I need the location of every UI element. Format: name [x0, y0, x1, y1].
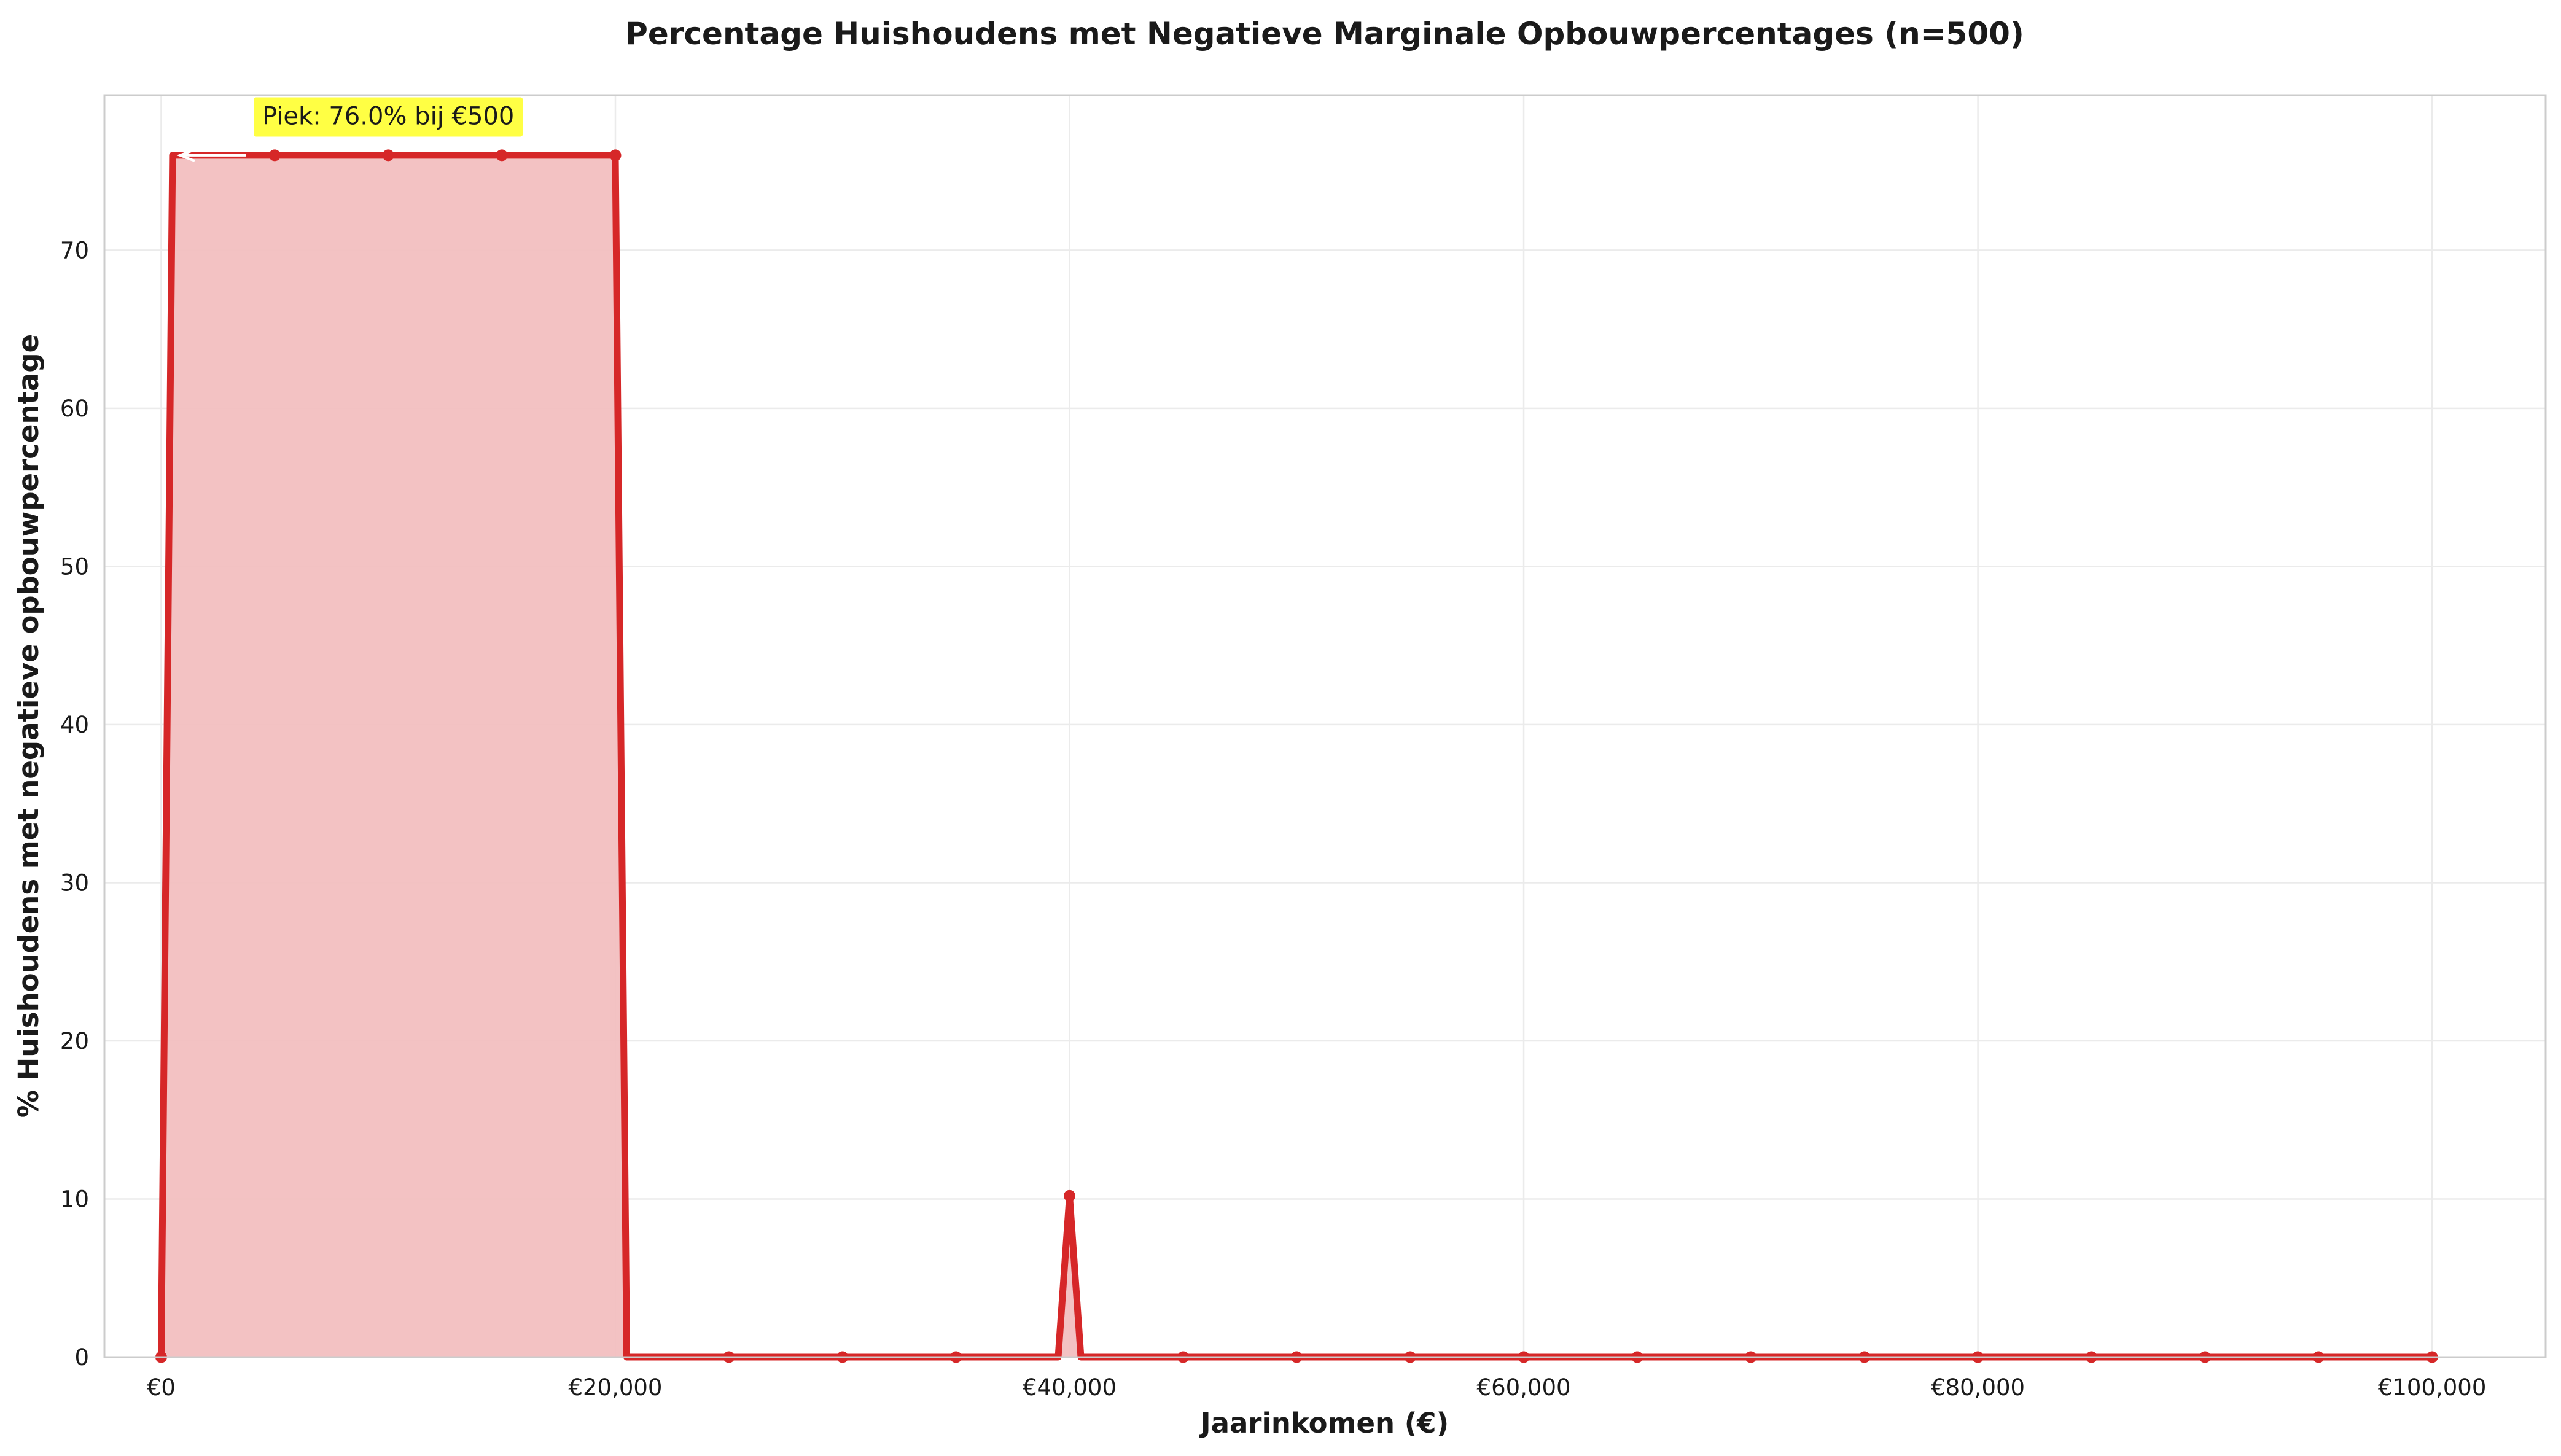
- y-tick-label: 70: [60, 237, 89, 263]
- chart-title: Percentage Huishoudens met Negatieve Mar…: [625, 16, 2024, 52]
- plot-frame: [103, 94, 2547, 1358]
- series-area: [161, 155, 2433, 1357]
- y-tick-label: 0: [74, 1344, 89, 1371]
- data-point: [1064, 1189, 1076, 1202]
- x-tick-label: €100,000: [2378, 1374, 2487, 1401]
- data-point: [268, 149, 281, 162]
- marker-layer: [155, 149, 2438, 1363]
- x-tick-label: €60,000: [1477, 1374, 1571, 1401]
- x-tick-label: €80,000: [1931, 1374, 2025, 1401]
- y-tick-label: 10: [60, 1186, 89, 1212]
- y-axis-title: % Huishoudens met negatieve opbouwpercen…: [12, 334, 45, 1118]
- y-tick-label: 40: [60, 712, 89, 738]
- annotation-box: [254, 97, 523, 137]
- y-tick-label: 50: [60, 553, 89, 580]
- x-tick-label: €20,000: [568, 1374, 662, 1401]
- y-tick-label: 60: [60, 395, 89, 422]
- x-tick-labels: €0 €20,000 €40,000 €60,000 €80,000 €100,000: [147, 1374, 2486, 1401]
- annotation-text: Piek: 76.0% bij €500: [262, 102, 514, 130]
- area-layer: [161, 155, 2433, 1357]
- data-point: [496, 149, 508, 162]
- x-axis-title: Jaarinkomen (€): [1199, 1407, 1449, 1439]
- annotation-arrowhead: [176, 148, 195, 162]
- y-tick-label: 30: [60, 870, 89, 896]
- data-point: [382, 149, 394, 162]
- y-tick-labels: 0 10 20 30 40 50 60 70: [60, 237, 89, 1371]
- x-tick-label: €0: [147, 1374, 176, 1401]
- data-point: [609, 149, 622, 162]
- x-tick-label: €40,000: [1023, 1374, 1117, 1401]
- y-tick-label: 20: [60, 1028, 89, 1054]
- annotation: Piek: 76.0% bij €500: [176, 97, 523, 162]
